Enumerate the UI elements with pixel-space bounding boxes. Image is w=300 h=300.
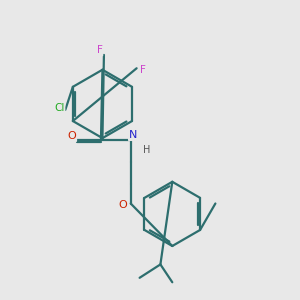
Text: Cl: Cl xyxy=(54,103,64,113)
Text: F: F xyxy=(140,65,146,75)
Text: O: O xyxy=(119,200,128,210)
Text: N: N xyxy=(129,130,137,140)
Text: F: F xyxy=(97,45,102,56)
Text: H: H xyxy=(143,145,151,155)
Text: O: O xyxy=(68,131,76,141)
